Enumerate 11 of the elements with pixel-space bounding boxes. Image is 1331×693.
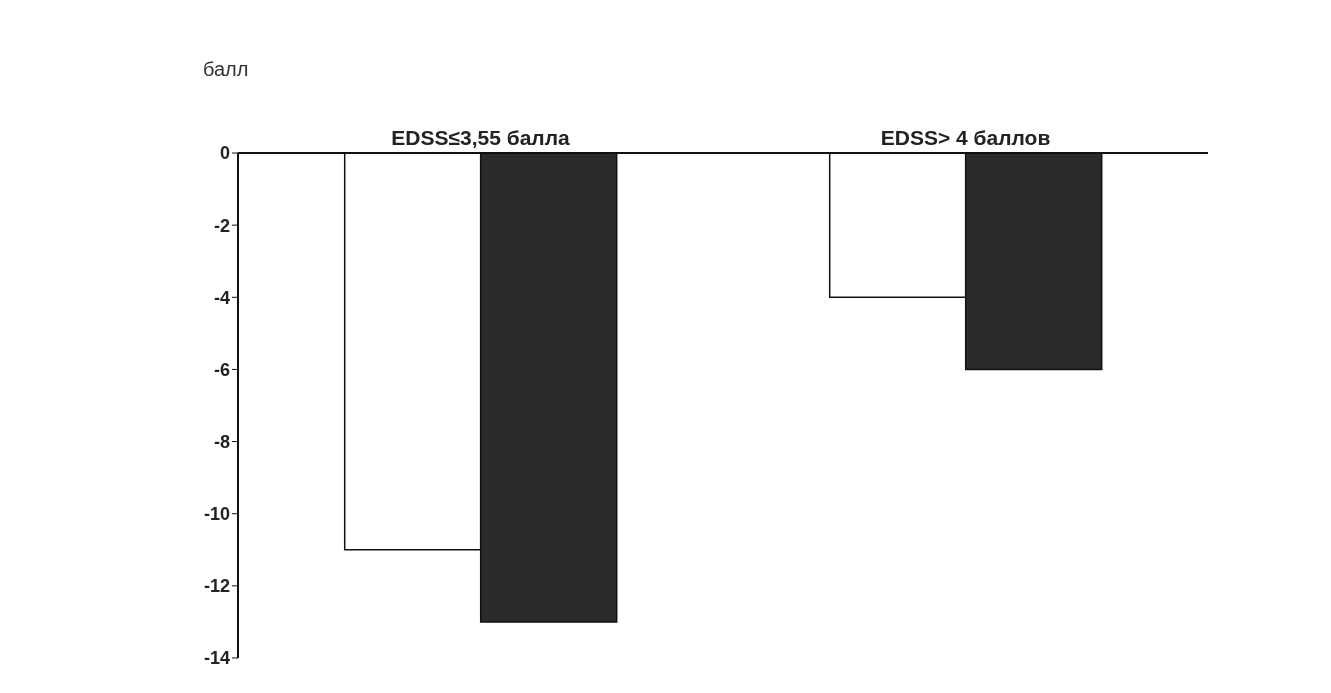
x-tick-label: EDSS≤3,55 балла xyxy=(391,126,571,149)
x-tick-label: EDSS> 4 баллов xyxy=(880,126,1051,149)
y-tick-label: 0 xyxy=(219,143,230,164)
y-tick-label: -12 xyxy=(203,576,230,597)
y-tick-label: -4 xyxy=(213,287,230,308)
y-tick-label: -14 xyxy=(203,648,230,669)
y-tick-label: -2 xyxy=(213,215,230,236)
y-tick-label: -10 xyxy=(203,504,230,525)
y-tick-label: -8 xyxy=(213,431,230,452)
y-tick-label: -6 xyxy=(213,359,230,380)
y-axis-title: балл xyxy=(203,58,249,81)
